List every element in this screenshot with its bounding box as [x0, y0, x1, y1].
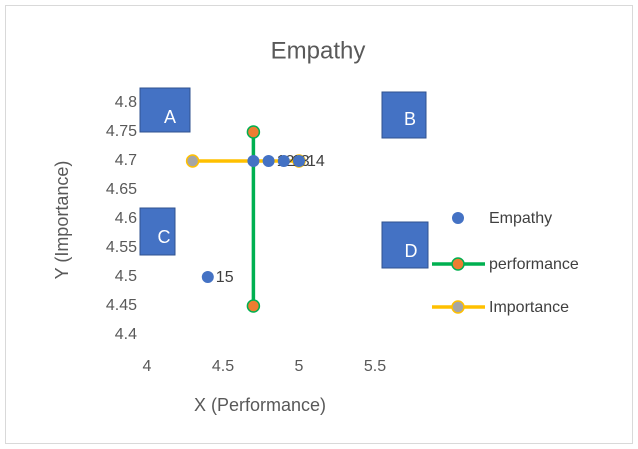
y-tick-label: 4.4	[115, 326, 137, 343]
x-tick-label: 5	[295, 358, 304, 375]
y-tick-label: 4.75	[106, 123, 137, 140]
legend-text: Importance	[489, 299, 569, 316]
y-tick-label: 4.7	[115, 152, 137, 169]
y-tick-label: 4.6	[115, 210, 137, 227]
legend-text: performance	[489, 256, 579, 273]
y-tick-label: 4.8	[115, 94, 137, 111]
data-point	[293, 155, 305, 167]
data-point	[185, 154, 200, 168]
x-tick-label: 5.5	[364, 358, 386, 375]
data-point	[277, 155, 290, 167]
point-label: 14	[307, 153, 325, 170]
x-tick-label: 4.5	[212, 358, 234, 375]
quadrant-boxes: A B C D	[139, 87, 429, 269]
data-point	[246, 299, 261, 313]
y-tick-label: 4.55	[106, 239, 137, 256]
point-label: 15	[216, 269, 234, 286]
quadrant-label: D	[405, 241, 418, 261]
chart-border	[5, 5, 633, 444]
legend-marker	[451, 257, 465, 271]
quadrant-box	[139, 207, 176, 256]
legend-marker	[452, 212, 464, 224]
data-point	[246, 125, 261, 139]
legend-text: Empathy	[489, 210, 552, 227]
x-tick-label: 4	[143, 358, 152, 375]
y-tick-label: 4.65	[106, 181, 137, 198]
quadrant-label: A	[164, 107, 176, 127]
x-axis-title: X (Performance)	[194, 395, 326, 415]
quadrant-box	[381, 91, 427, 139]
quadrant-box	[381, 221, 429, 269]
data-point	[201, 271, 214, 283]
legend-marker	[451, 300, 465, 314]
quadrant-box	[139, 87, 191, 133]
data-point	[262, 155, 275, 167]
data-point	[247, 155, 260, 167]
y-tick-label: 4.45	[106, 297, 137, 314]
y-axis-title: Y (Importance)	[52, 161, 72, 280]
quadrant-label: C	[158, 227, 171, 247]
quadrant-label: B	[404, 109, 416, 129]
y-tick-label: 4.5	[115, 268, 137, 285]
chart-title: Empathy	[271, 37, 366, 64]
